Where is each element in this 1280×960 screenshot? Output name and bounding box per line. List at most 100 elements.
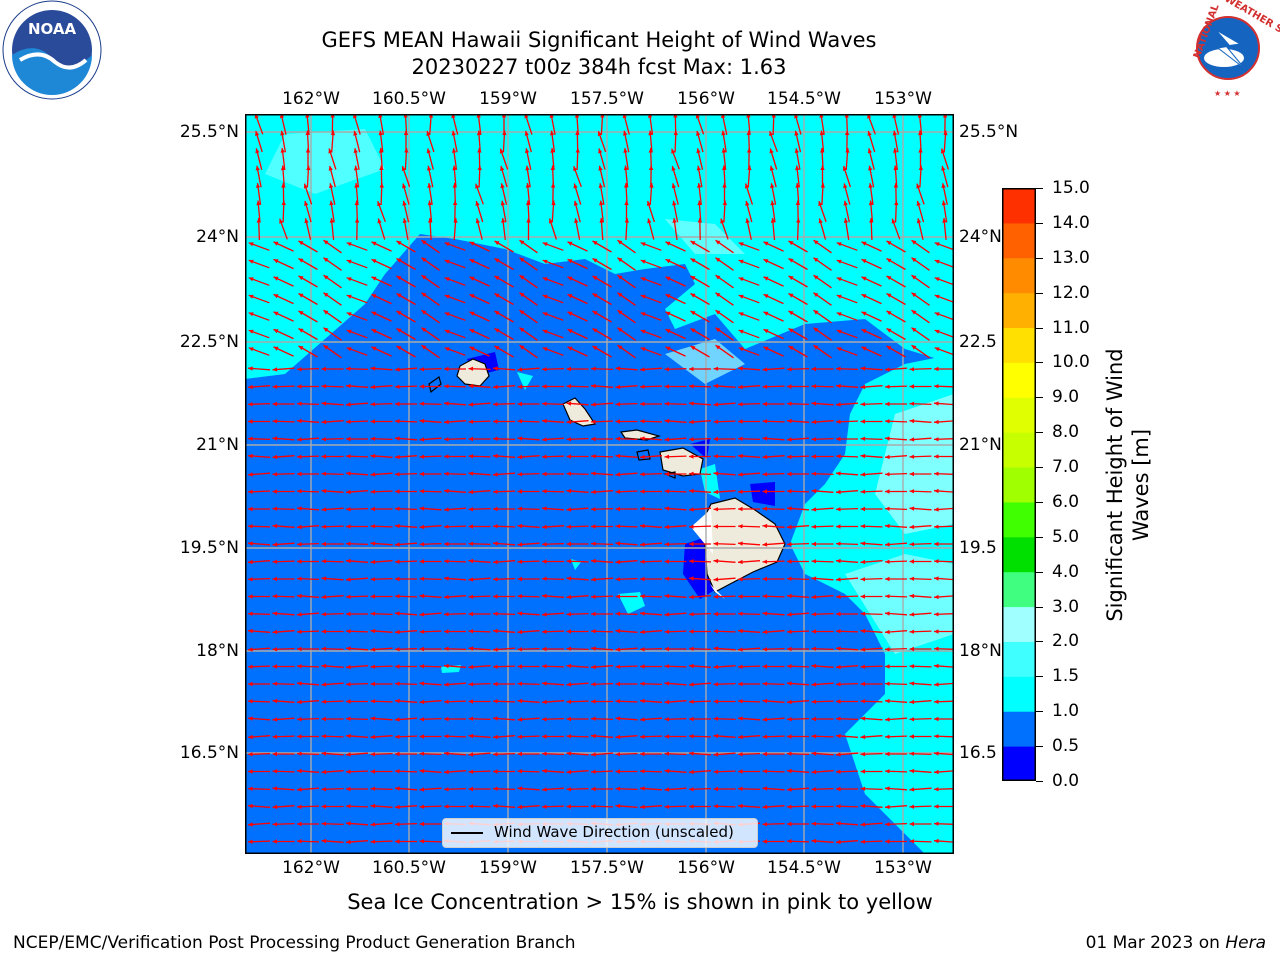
wind-wave-arrow <box>671 165 680 188</box>
wind-wave-arrow <box>345 821 369 826</box>
wind-wave-arrow <box>933 384 954 389</box>
wind-wave-arrow <box>860 402 883 407</box>
colorbar-tick-mark <box>1036 536 1043 538</box>
wind-wave-arrow <box>836 786 858 792</box>
wind-wave-arrow <box>646 200 656 223</box>
wind-wave-arrow <box>468 629 491 634</box>
lat-tick-left: 25.5°N <box>179 122 239 142</box>
wind-wave-arrow <box>811 437 834 442</box>
wind-wave-arrow <box>468 682 491 687</box>
wind-wave-arrow <box>934 329 954 339</box>
wind-wave-arrow <box>786 593 810 599</box>
wind-wave-arrow <box>762 576 785 582</box>
wind-wave-arrow <box>298 257 318 271</box>
wind-wave-arrow <box>737 524 761 529</box>
ocean-pale-waves-d <box>265 129 385 194</box>
wind-wave-arrow <box>296 418 320 424</box>
wind-wave-arrow <box>672 218 678 240</box>
wind-wave-arrow <box>273 311 294 322</box>
wind-wave-arrow <box>323 344 342 359</box>
wind-wave-arrow <box>615 402 638 407</box>
wind-wave-arrow <box>517 436 540 441</box>
wind-wave-arrow <box>664 768 687 774</box>
colorbar-tick-label: 4.0 <box>1052 561 1080 582</box>
wind-wave-arrow <box>737 628 761 634</box>
wind-wave-arrow <box>517 542 540 547</box>
wind-wave-arrow <box>272 647 295 652</box>
wind-wave-arrow <box>370 734 393 740</box>
wind-wave-arrow <box>519 239 538 254</box>
wind-wave-arrow <box>909 717 932 722</box>
wind-wave-arrow <box>329 183 336 205</box>
wind-wave-arrow <box>811 612 834 617</box>
wind-wave-arrow <box>835 682 859 687</box>
wind-wave-arrow <box>377 200 386 223</box>
wind-wave-arrow <box>786 612 810 617</box>
wind-wave-arrow <box>688 401 712 406</box>
wind-wave-arrow <box>916 200 925 223</box>
wind-wave-arrow <box>517 401 540 407</box>
wind-wave-arrow <box>517 698 540 704</box>
wind-wave-arrow <box>688 663 712 669</box>
wind-wave-arrow <box>517 559 540 564</box>
wind-wave-arrow <box>590 594 614 599</box>
wind-wave-arrow <box>296 839 320 844</box>
wind-wave-arrow <box>713 383 736 389</box>
wind-wave-arrow <box>404 147 409 171</box>
wind-wave-arrow <box>402 183 410 205</box>
wind-wave-arrow <box>934 804 954 809</box>
wind-wave-arrow <box>321 682 344 687</box>
wind-wave-arrow <box>942 114 948 136</box>
wind-wave-arrow <box>639 454 663 460</box>
wind-wave-arrow <box>786 804 810 809</box>
wind-wave-arrow <box>370 752 393 757</box>
wind-wave-arrow <box>396 275 416 288</box>
wind-wave-arrow <box>842 165 852 188</box>
colorbar-tick-mark <box>1036 781 1043 782</box>
wind-wave-arrow <box>346 436 368 442</box>
colorbar-tick-label: 0.0 <box>1052 771 1080 791</box>
wind-wave-arrow <box>713 471 736 476</box>
wind-wave-arrow <box>296 593 320 599</box>
wind-wave-arrow <box>370 647 393 652</box>
wind-wave-arrow <box>321 576 344 581</box>
wind-wave-arrow <box>517 384 540 389</box>
wind-wave-arrow <box>909 471 932 477</box>
wind-wave-arrow <box>591 786 613 792</box>
svg-text:★ ★ ★: ★ ★ ★ <box>1214 89 1241 98</box>
wind-wave-arrow <box>811 471 834 476</box>
wind-wave-arrow <box>713 402 736 407</box>
wind-wave-arrow <box>665 241 686 252</box>
wind-wave-arrow <box>321 804 344 809</box>
wind-wave-arrow <box>713 611 736 617</box>
wind-wave-arrow <box>697 183 702 205</box>
colorbar-tick-mark <box>1036 711 1043 713</box>
wind-wave-arrow <box>721 130 727 153</box>
wind-wave-arrow <box>933 507 954 512</box>
wind-wave-arrow <box>617 292 636 306</box>
wind-wave-arrow <box>713 507 736 512</box>
wind-wave-arrow <box>541 576 565 581</box>
wind-wave-arrow <box>648 130 653 153</box>
wind-wave-arrow <box>272 472 295 477</box>
wind-wave-arrow <box>762 523 785 529</box>
wind-wave-arrow <box>248 769 270 774</box>
wind-wave-arrow <box>444 294 466 304</box>
wind-wave-arrow <box>737 559 761 565</box>
lat-tick-left: 18°N <box>196 641 239 661</box>
wind-wave-arrow <box>861 293 882 305</box>
wind-wave-arrow <box>371 258 392 270</box>
wind-wave-arrow <box>934 454 954 459</box>
wind-wave-arrow <box>323 292 342 306</box>
wind-wave-arrow <box>615 366 638 371</box>
wind-wave-arrow <box>811 401 834 406</box>
wind-wave-arrow <box>541 593 565 599</box>
wind-wave-arrow <box>321 716 344 722</box>
lat-tick-right: 19.5 <box>959 538 997 558</box>
wind-wave-arrow <box>811 629 834 634</box>
wind-wave-arrow <box>788 345 808 358</box>
wind-wave-arrow <box>639 436 663 441</box>
wind-wave-arrow <box>469 258 490 270</box>
wind-wave-arrow <box>272 664 295 669</box>
wind-wave-arrow <box>451 130 458 153</box>
